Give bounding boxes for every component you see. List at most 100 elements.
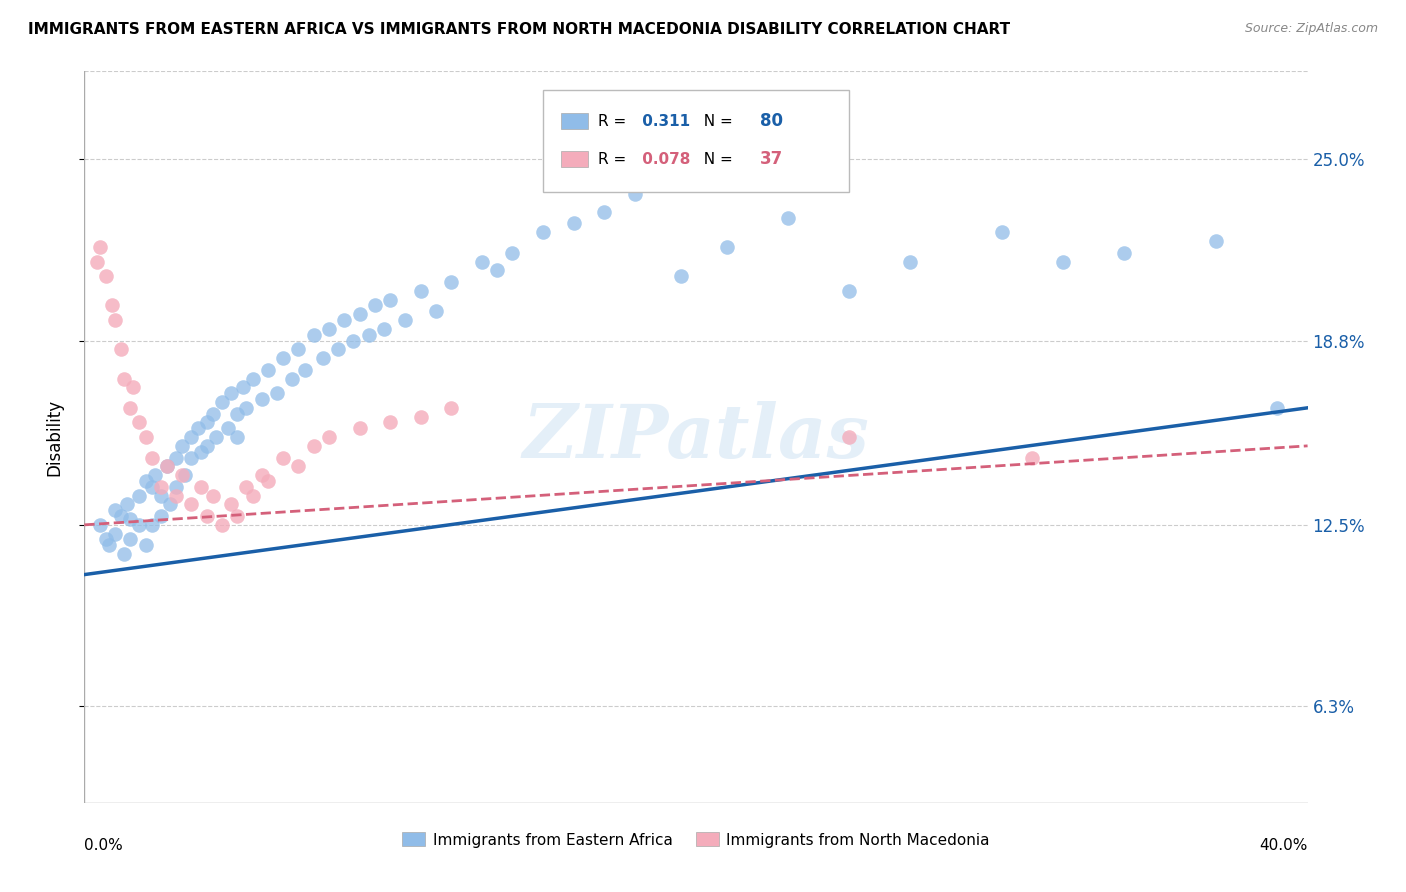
Point — [141, 517, 163, 532]
Point — [271, 450, 294, 465]
Point — [250, 392, 273, 406]
Point — [89, 240, 111, 254]
Point — [328, 343, 350, 357]
Point — [110, 343, 132, 357]
Point — [165, 450, 187, 465]
Point — [425, 304, 447, 318]
Point — [333, 313, 356, 327]
Point — [409, 409, 432, 424]
Point — [669, 269, 692, 284]
Point — [128, 517, 150, 532]
Point — [104, 503, 127, 517]
Point — [1052, 254, 1074, 268]
Point — [380, 416, 402, 430]
Point — [104, 313, 127, 327]
Text: 80: 80 — [759, 112, 783, 130]
Point — [115, 497, 138, 511]
Point — [242, 489, 264, 503]
Point — [128, 416, 150, 430]
Point — [349, 421, 371, 435]
Point — [195, 509, 218, 524]
Point — [180, 497, 202, 511]
Point — [165, 480, 187, 494]
Text: N =: N = — [693, 113, 737, 128]
Point — [471, 254, 494, 268]
Point — [180, 430, 202, 444]
Point — [226, 407, 249, 421]
Point — [217, 421, 239, 435]
Point — [250, 468, 273, 483]
Point — [186, 421, 208, 435]
Point — [135, 474, 157, 488]
Point — [1021, 450, 1043, 465]
Point — [562, 217, 585, 231]
Point — [143, 468, 166, 483]
Point — [94, 533, 117, 547]
Point — [122, 380, 145, 394]
Text: 0.311: 0.311 — [637, 113, 690, 128]
Point — [226, 430, 249, 444]
Point — [440, 275, 463, 289]
Point — [219, 497, 242, 511]
Text: 0.0%: 0.0% — [84, 838, 124, 853]
Point — [149, 489, 172, 503]
Point — [302, 327, 325, 342]
Point — [135, 538, 157, 552]
Text: IMMIGRANTS FROM EASTERN AFRICA VS IMMIGRANTS FROM NORTH MACEDONIA DISABILITY COR: IMMIGRANTS FROM EASTERN AFRICA VS IMMIGR… — [28, 22, 1011, 37]
Point — [141, 480, 163, 494]
Point — [394, 313, 416, 327]
Point — [440, 401, 463, 415]
Point — [242, 371, 264, 385]
Point — [195, 439, 218, 453]
Point — [287, 459, 309, 474]
Point — [195, 416, 218, 430]
Point — [156, 459, 179, 474]
Point — [180, 450, 202, 465]
Point — [380, 293, 402, 307]
Text: 0.078: 0.078 — [637, 152, 690, 167]
Point — [373, 322, 395, 336]
Point — [94, 269, 117, 284]
Point — [104, 526, 127, 541]
Point — [235, 401, 257, 415]
Legend: Immigrants from Eastern Africa, Immigrants from North Macedonia: Immigrants from Eastern Africa, Immigran… — [396, 826, 995, 854]
Point — [281, 371, 304, 385]
Point — [302, 439, 325, 453]
Point — [266, 386, 288, 401]
Point — [141, 450, 163, 465]
Point — [257, 363, 280, 377]
Point — [593, 204, 616, 219]
Point — [409, 284, 432, 298]
Point — [502, 245, 524, 260]
Point — [128, 489, 150, 503]
Point — [232, 380, 254, 394]
Point — [89, 517, 111, 532]
Point — [156, 459, 179, 474]
Text: 37: 37 — [759, 150, 783, 168]
Point — [287, 343, 309, 357]
FancyBboxPatch shape — [543, 90, 849, 192]
Text: N =: N = — [693, 152, 737, 167]
Point — [776, 211, 799, 225]
Text: 40.0%: 40.0% — [1260, 838, 1308, 853]
Point — [898, 254, 921, 268]
Point — [716, 240, 738, 254]
Y-axis label: Disability: Disability — [45, 399, 63, 475]
Point — [172, 468, 194, 483]
Point — [318, 322, 340, 336]
Point — [226, 509, 249, 524]
Point — [110, 509, 132, 524]
Point — [342, 334, 364, 348]
Point — [149, 509, 172, 524]
Point — [86, 254, 108, 268]
Point — [172, 439, 194, 453]
Point — [190, 444, 212, 458]
Point — [1265, 401, 1288, 415]
Point — [838, 284, 860, 298]
Point — [1205, 234, 1227, 248]
FancyBboxPatch shape — [561, 113, 588, 129]
Text: R =: R = — [598, 113, 631, 128]
Point — [149, 480, 172, 494]
Point — [120, 512, 142, 526]
Point — [838, 430, 860, 444]
